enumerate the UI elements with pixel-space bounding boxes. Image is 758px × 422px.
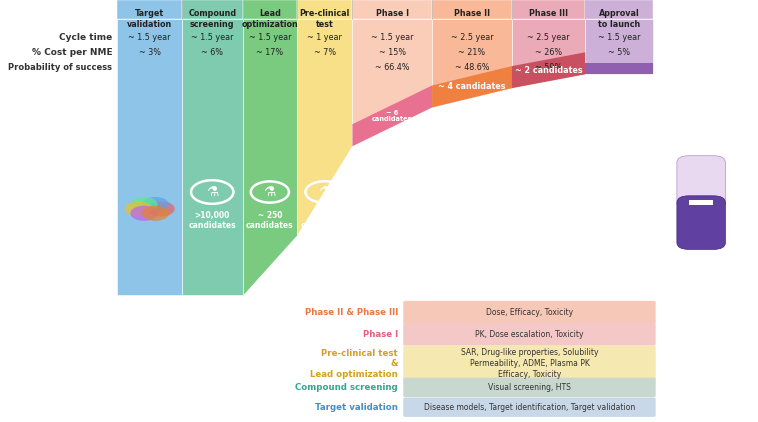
Circle shape — [142, 197, 169, 212]
Text: ~ 1 year: ~ 1 year — [307, 33, 343, 43]
Text: ~ 7%: ~ 7% — [314, 48, 336, 57]
Polygon shape — [585, 19, 653, 74]
Text: Pre-clinical test
&
Lead optimization: Pre-clinical test & Lead optimization — [310, 349, 398, 379]
Circle shape — [142, 206, 169, 221]
Polygon shape — [297, 19, 352, 235]
Text: 10-20
candidates: 10-20 candidates — [301, 211, 349, 230]
Bar — [297, 0, 352, 19]
Polygon shape — [182, 19, 243, 295]
Text: ⚗: ⚗ — [318, 185, 331, 199]
Text: ~ 1.5 year: ~ 1.5 year — [598, 33, 641, 43]
Bar — [585, 0, 653, 19]
Text: ~ 48.6%: ~ 48.6% — [455, 63, 489, 72]
Bar — [512, 0, 585, 19]
Text: Phase I: Phase I — [362, 330, 398, 339]
FancyBboxPatch shape — [677, 156, 725, 209]
Text: ~ 2 candidates: ~ 2 candidates — [515, 66, 582, 75]
Text: PK, Dose escalation, Toxicity: PK, Dose escalation, Toxicity — [475, 330, 584, 339]
Text: Lead
optimization: Lead optimization — [242, 9, 298, 29]
Text: Disease models, Target identification, Target validation: Disease models, Target identification, T… — [424, 403, 635, 412]
Text: Compound
screening: Compound screening — [188, 9, 236, 29]
Text: ~ 2.5 year: ~ 2.5 year — [527, 33, 570, 43]
Text: Phase III: Phase III — [529, 9, 568, 18]
Text: Approval
to launch: Approval to launch — [598, 9, 641, 29]
Text: Phase II & Phase III: Phase II & Phase III — [305, 308, 398, 317]
Bar — [689, 200, 713, 205]
Bar — [182, 0, 243, 19]
Text: Target
validation: Target validation — [127, 9, 172, 29]
Circle shape — [130, 206, 158, 221]
Text: Compound screening: Compound screening — [296, 383, 398, 392]
Text: ~ 4 candidates: ~ 4 candidates — [438, 82, 506, 91]
FancyBboxPatch shape — [403, 346, 656, 382]
Text: ~ 3%: ~ 3% — [139, 48, 161, 57]
Text: ~ 5%: ~ 5% — [608, 48, 631, 57]
Text: ~ 1.5 year: ~ 1.5 year — [191, 33, 233, 43]
Circle shape — [124, 201, 152, 216]
Text: ~ 2.5 year: ~ 2.5 year — [450, 33, 493, 43]
Text: ~ 1.5 year: ~ 1.5 year — [249, 33, 291, 43]
FancyBboxPatch shape — [403, 378, 656, 397]
Text: ⚗: ⚗ — [206, 185, 218, 199]
Text: SAR, Drug-like properties, Solubility
Permeability, ADME, Plasma PK
Efficacy, To: SAR, Drug-like properties, Solubility Pe… — [461, 348, 598, 379]
Polygon shape — [585, 63, 653, 74]
FancyBboxPatch shape — [403, 301, 656, 324]
Bar — [117, 0, 182, 19]
Polygon shape — [352, 86, 432, 146]
Text: ~ 250
candidates: ~ 250 candidates — [246, 211, 293, 230]
Text: ~ 66.4%: ~ 66.4% — [375, 63, 409, 72]
Text: ~ 17%: ~ 17% — [256, 48, 283, 57]
Text: Target validation: Target validation — [315, 403, 398, 412]
Text: >10,000
candidates: >10,000 candidates — [189, 211, 236, 230]
Text: ~ 6%: ~ 6% — [201, 48, 224, 57]
Polygon shape — [512, 19, 585, 88]
Text: Dose, Efficacy, Toxicity: Dose, Efficacy, Toxicity — [486, 308, 573, 317]
Polygon shape — [243, 19, 297, 295]
FancyBboxPatch shape — [677, 196, 725, 249]
Text: Phase II: Phase II — [454, 9, 490, 18]
Polygon shape — [117, 19, 182, 295]
Text: ~ 6
candidates: ~ 6 candidates — [372, 110, 412, 122]
FancyBboxPatch shape — [403, 398, 656, 417]
Text: ~ 1.5 year: ~ 1.5 year — [128, 33, 171, 43]
Text: ~ 59%: ~ 59% — [535, 63, 562, 72]
Text: ⚗: ⚗ — [264, 185, 276, 199]
Polygon shape — [432, 66, 512, 108]
Text: Phase I: Phase I — [376, 9, 409, 18]
Polygon shape — [512, 52, 585, 88]
Text: Pre-clinical
test: Pre-clinical test — [299, 9, 350, 29]
Circle shape — [130, 197, 158, 212]
Polygon shape — [432, 19, 512, 108]
Bar — [352, 0, 432, 19]
Text: ~ 1.5 year: ~ 1.5 year — [371, 33, 414, 43]
Circle shape — [147, 201, 174, 216]
Polygon shape — [352, 19, 432, 146]
Text: Cycle time: Cycle time — [59, 33, 112, 43]
Text: ~ 21%: ~ 21% — [459, 48, 485, 57]
Text: Visual screening, HTS: Visual screening, HTS — [488, 383, 571, 392]
Bar — [432, 0, 512, 19]
Text: % Cost per NME: % Cost per NME — [32, 48, 112, 57]
FancyBboxPatch shape — [403, 323, 656, 346]
Text: ~ 26%: ~ 26% — [535, 48, 562, 57]
Bar — [243, 0, 297, 19]
Text: Probability of success: Probability of success — [8, 63, 112, 72]
Text: ~ 15%: ~ 15% — [379, 48, 406, 57]
